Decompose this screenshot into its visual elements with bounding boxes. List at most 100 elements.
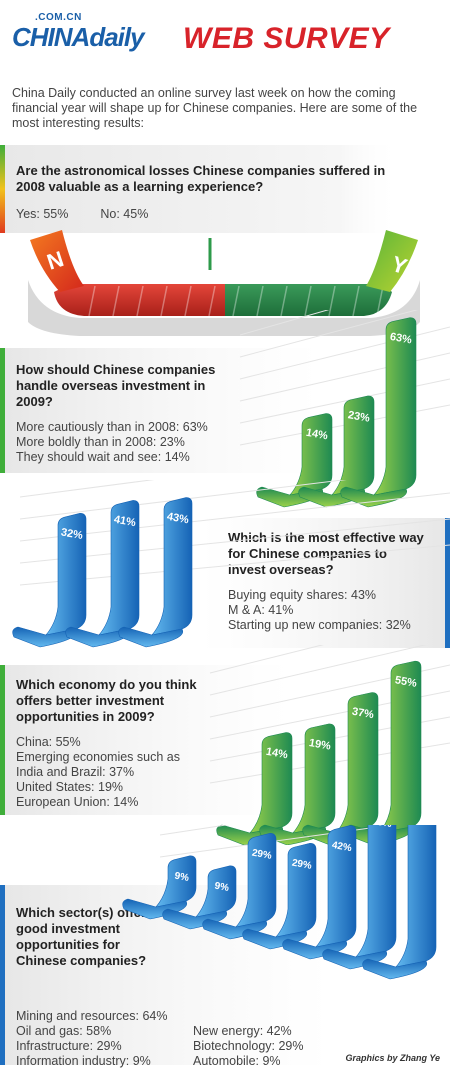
page-title: WEB SURVEY	[183, 22, 390, 55]
bar-value-label: 23%	[347, 409, 371, 425]
q4-answer: European Union: 14%	[16, 795, 139, 809]
bar	[292, 723, 336, 834]
section-q3: Which is the most effective way for Chin…	[0, 490, 450, 655]
grid-line	[159, 825, 230, 836]
bar	[335, 692, 379, 834]
bar-seat	[118, 626, 184, 648]
q4-background	[0, 665, 290, 815]
q2-answer: More boldly than in 2008: 23%	[16, 435, 185, 449]
bar-value-label: 9%	[214, 881, 230, 894]
grid-line	[19, 492, 450, 542]
q2-answer: They should wait and see: 14%	[16, 450, 190, 464]
bar	[275, 842, 317, 938]
header: .COM.CN CHINAdaily WEB SURVEY	[0, 0, 450, 80]
q3-answer: Starting up new companies: 32%	[228, 618, 411, 632]
section-q1: Are the astronomical losses Chinese comp…	[0, 145, 450, 336]
bar-seat	[362, 958, 428, 980]
bar	[331, 395, 375, 496]
q4-answer: India and Brazil: 37%	[16, 765, 135, 779]
q4-question: Which economy do you think offers better…	[16, 677, 197, 724]
gauge-stripe	[352, 285, 360, 317]
gauge-yes-tab	[366, 230, 418, 292]
grid-line	[19, 518, 450, 564]
grid-line	[209, 645, 325, 674]
gauge-stripe	[112, 285, 120, 317]
grid-line	[239, 310, 330, 336]
q4-answer: Emerging economies such as	[16, 750, 180, 764]
q5-answer: Automobile: 9%	[193, 1054, 281, 1068]
q1-gauge: N Y	[28, 230, 420, 336]
bar	[45, 512, 87, 636]
q5-answers-left: Mining and resources: 64% Oil and gas: 5…	[16, 1009, 196, 1069]
q5-question: Which sector(s) offer good investment op…	[16, 905, 147, 968]
grid-line	[19, 480, 155, 498]
gauge-stripes	[88, 285, 384, 317]
q1-answer-yes: Yes: 55%	[16, 207, 69, 221]
q4-chart: 14% 19% 37% 55%	[209, 645, 450, 845]
grid-line	[19, 544, 450, 586]
bar	[249, 732, 293, 834]
section-q5: Which sector(s) offer good investment op…	[0, 825, 450, 1071]
q5-answer: Oil and gas: 58%	[16, 1024, 112, 1038]
gauge-label-no: N	[44, 246, 67, 275]
q1-answer-no: No: 45%	[100, 207, 149, 221]
bar-value-label: 9%	[174, 871, 190, 884]
gauge-stripe	[376, 285, 384, 317]
q2-background	[0, 348, 320, 473]
q1-background	[0, 145, 400, 233]
gauge-stripe	[88, 285, 96, 317]
q3-box: Which is the most effective way for Chin…	[228, 530, 428, 633]
logo-domain: .COM.CN	[35, 12, 82, 23]
bar-value-label: 58%	[371, 825, 393, 830]
gauge-needle	[208, 238, 212, 270]
bar	[315, 825, 357, 948]
q5-answer: Information industry: 9%	[16, 1054, 151, 1068]
q4-answer: China: 55%	[16, 735, 81, 749]
q5-answer: New energy: 42%	[193, 1024, 292, 1038]
q3-background	[200, 518, 450, 648]
q4-box: Which economy do you think offers better…	[16, 677, 206, 810]
bar	[155, 855, 197, 908]
bar-value-label: 29%	[291, 858, 313, 872]
q5-answer: Biotechnology: 29%	[193, 1039, 304, 1053]
grid-line	[239, 326, 450, 380]
q3-answers: Buying equity shares: 43% M & A: 41% Sta…	[228, 588, 428, 633]
gauge-stripe	[232, 285, 240, 317]
q5-box: Which sector(s) offer good investment op…	[16, 905, 166, 969]
grid-line	[19, 480, 347, 520]
bar-value-label: 14%	[305, 427, 329, 443]
q3-question: Which is the most effective way for Chin…	[228, 530, 424, 577]
q3-chart: 32% 41% 43%	[12, 480, 450, 648]
bar-value-label: 37%	[351, 706, 375, 722]
q1-answers: Yes: 55% No: 45%	[16, 207, 386, 222]
grid-line	[209, 645, 427, 696]
q5-chart: 9%9%29%29%42%58%64%	[122, 825, 437, 980]
q2-answer: More cautiously than in 2008: 63%	[16, 420, 208, 434]
q1-question: Are the astronomical losses Chinese comp…	[16, 163, 386, 194]
q5-answer: Mining and resources: 64%	[16, 1009, 168, 1023]
bar-value-label: 32%	[60, 526, 84, 542]
gauge-base	[28, 280, 420, 336]
q3-answer: M & A: 41%	[228, 603, 294, 617]
grid-line	[159, 825, 396, 858]
q2-answers: More cautiously than in 2008: 63% More b…	[16, 420, 221, 465]
gauge-no-segment	[54, 284, 225, 316]
q4-answer: United States: 19%	[16, 780, 124, 794]
q2-box: How should Chinese companies handle over…	[16, 362, 221, 465]
gauge-stripe	[184, 285, 192, 317]
gauge-stripe	[280, 285, 288, 317]
bar	[395, 825, 437, 968]
q1-box: Are the astronomical losses Chinese comp…	[16, 163, 386, 222]
q2-question: How should Chinese companies handle over…	[16, 362, 216, 409]
bar	[355, 825, 397, 958]
section-q2: How should Chinese companies handle over…	[0, 330, 450, 485]
gauge-no-tab	[30, 230, 84, 292]
bar-value-label: 14%	[265, 746, 289, 762]
intro-text: China Daily conducted an online survey l…	[12, 86, 418, 130]
bar	[373, 317, 417, 496]
q2-chart: 14% 23% 63%	[239, 310, 450, 508]
bar-value-label: 63%	[389, 331, 413, 347]
section-q4: Which economy do you think offers better…	[0, 655, 450, 825]
gauge-stripe	[136, 285, 144, 317]
bar-value-label: 19%	[308, 737, 332, 753]
